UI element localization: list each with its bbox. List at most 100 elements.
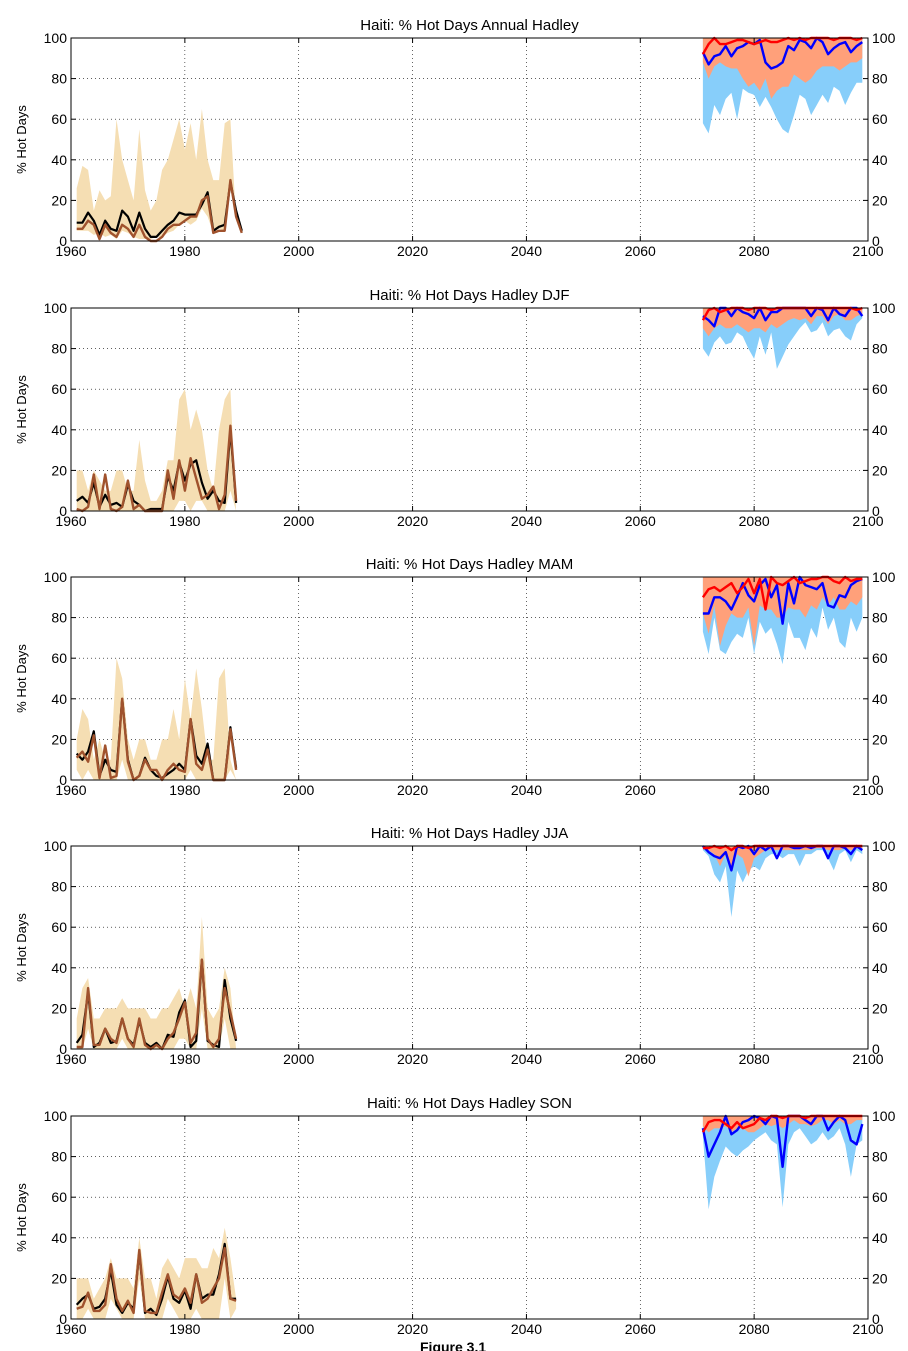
x-tick-label: 1960 — [55, 513, 86, 529]
y-tick-label-left: 80 — [51, 879, 67, 895]
plot-frame — [70, 37, 869, 242]
y-tick-label-right: 80 — [872, 879, 888, 895]
y-tick-label-right: 60 — [872, 650, 888, 666]
x-tick-label: 2060 — [625, 1321, 656, 1337]
x-tick-label: 1960 — [55, 782, 86, 798]
y-tick-label-left: 80 — [51, 71, 67, 87]
y-tick-label-right: 0 — [872, 503, 880, 519]
y-tick-label-left: 40 — [51, 422, 67, 438]
y-tick-label-left: 0 — [59, 772, 67, 788]
x-tick-label: 2020 — [397, 243, 428, 259]
plot-frame — [70, 576, 869, 781]
high-emissions-envelope — [702, 577, 863, 646]
observed-envelope — [76, 917, 237, 1049]
y-tick-label-right: 40 — [872, 422, 888, 438]
observed-series-line — [76, 958, 238, 1051]
high-emissions-mean-line — [701, 36, 863, 55]
x-tick-label: 2000 — [283, 782, 314, 798]
observed-series-line — [75, 697, 238, 782]
y-tick-label-right: 60 — [872, 1189, 888, 1205]
chart-panel-5: Haiti: % Hot Days Hadley SON % Hot Days 19… — [14, 1095, 896, 1337]
y-tick-label-left: 20 — [51, 192, 67, 208]
x-tick-label: 2040 — [511, 782, 542, 798]
x-tick-label: 2000 — [283, 513, 314, 529]
y-tick-label-right: 100 — [872, 569, 896, 585]
y-axis-label: % Hot Days — [14, 644, 29, 713]
chart-title: Haiti: % Hot Days Hadley SON — [367, 1095, 572, 1112]
x-tick-label: 2040 — [511, 243, 542, 259]
chart-title: Haiti: % Hot Days Hadley JJA — [371, 825, 569, 842]
x-tick-label: 2100 — [852, 1051, 883, 1067]
x-tick-label: 1980 — [169, 243, 200, 259]
x-tick-label: 2060 — [625, 1051, 656, 1067]
x-tick-label: 1980 — [169, 1051, 200, 1067]
x-tick-label: 2080 — [739, 782, 770, 798]
x-tick-label: 2000 — [283, 1051, 314, 1067]
y-tick-label-left: 60 — [51, 650, 67, 666]
chart-title: Haiti: % Hot Days Annual Hadley — [360, 17, 579, 34]
x-tick-label: 2060 — [625, 513, 656, 529]
high-emissions-mean-line — [701, 575, 863, 611]
x-tick-label: 2020 — [397, 1051, 428, 1067]
observed-series-line — [76, 1246, 237, 1315]
low-emissions-mean-line — [702, 575, 863, 625]
y-tick-label-right: 20 — [872, 462, 888, 478]
figure-caption: Figure 3.1 — [420, 1340, 487, 1351]
y-tick-label-left: 80 — [51, 610, 67, 626]
y-tick-label-right: 100 — [872, 30, 896, 46]
high-emissions-envelope — [702, 846, 863, 877]
y-tick-label-right: 20 — [872, 1000, 888, 1016]
x-tick-label: 2080 — [739, 513, 770, 529]
chart-title: Haiti: % Hot Days Hadley MAM — [366, 556, 574, 573]
y-tick-label-left: 40 — [51, 691, 67, 707]
y-tick-label-left: 20 — [51, 462, 67, 478]
y-axis-label: % Hot Days — [14, 375, 29, 444]
y-tick-label-right: 100 — [872, 838, 896, 854]
y-tick-label-left: 60 — [51, 111, 67, 127]
chart-panel-3: Haiti: % Hot Days Hadley MAM % Hot Days 19… — [14, 556, 896, 798]
x-tick-label: 2000 — [283, 1321, 314, 1337]
high-emissions-envelope — [702, 38, 863, 99]
high-emissions-envelope — [702, 308, 863, 337]
y-tick-label-left: 20 — [51, 731, 67, 747]
y-tick-label-right: 80 — [872, 71, 888, 87]
y-tick-label-right: 0 — [872, 772, 880, 788]
y-tick-label-left: 0 — [59, 1041, 67, 1057]
x-tick-label: 1980 — [169, 1321, 200, 1337]
x-tick-label: 2100 — [852, 1321, 883, 1337]
x-tick-label: 2040 — [511, 513, 542, 529]
x-tick-label: 2040 — [511, 1051, 542, 1067]
y-tick-label-right: 80 — [872, 341, 888, 357]
y-axis-label: % Hot Days — [14, 913, 29, 982]
y-axis-label: % Hot Days — [14, 1183, 29, 1252]
y-tick-label-left: 0 — [59, 503, 67, 519]
y-tick-label-left: 40 — [51, 152, 67, 168]
x-tick-label: 2100 — [852, 782, 883, 798]
y-tick-label-left: 60 — [51, 919, 67, 935]
y-tick-label-right: 20 — [872, 192, 888, 208]
y-tick-label-left: 80 — [51, 1149, 67, 1165]
plot-frame — [70, 1115, 869, 1320]
chart-panel-1: Haiti: % Hot Days Annual Hadley % Hot Day… — [14, 17, 896, 259]
y-tick-label-right: 0 — [872, 1311, 880, 1327]
y-tick-label-right: 60 — [872, 381, 888, 397]
x-tick-label: 2020 — [397, 1321, 428, 1337]
low-emissions-envelope — [702, 846, 863, 917]
x-tick-label: 1960 — [55, 243, 86, 259]
x-tick-label: 2080 — [739, 243, 770, 259]
observed-envelope — [76, 109, 237, 239]
low-emissions-mean-line — [701, 36, 863, 70]
y-tick-label-right: 100 — [872, 1108, 896, 1124]
y-tick-label-left: 20 — [51, 1270, 67, 1286]
x-tick-label: 1980 — [169, 782, 200, 798]
x-tick-label: 2100 — [852, 513, 883, 529]
plot-frame — [70, 845, 869, 1050]
x-tick-label: 2080 — [739, 1321, 770, 1337]
x-tick-label: 2100 — [852, 243, 883, 259]
x-tick-label: 2060 — [625, 782, 656, 798]
x-tick-label: 1960 — [55, 1321, 86, 1337]
plot-frame — [70, 307, 869, 512]
y-tick-label-left: 100 — [44, 1108, 68, 1124]
y-tick-label-left: 40 — [51, 960, 67, 976]
